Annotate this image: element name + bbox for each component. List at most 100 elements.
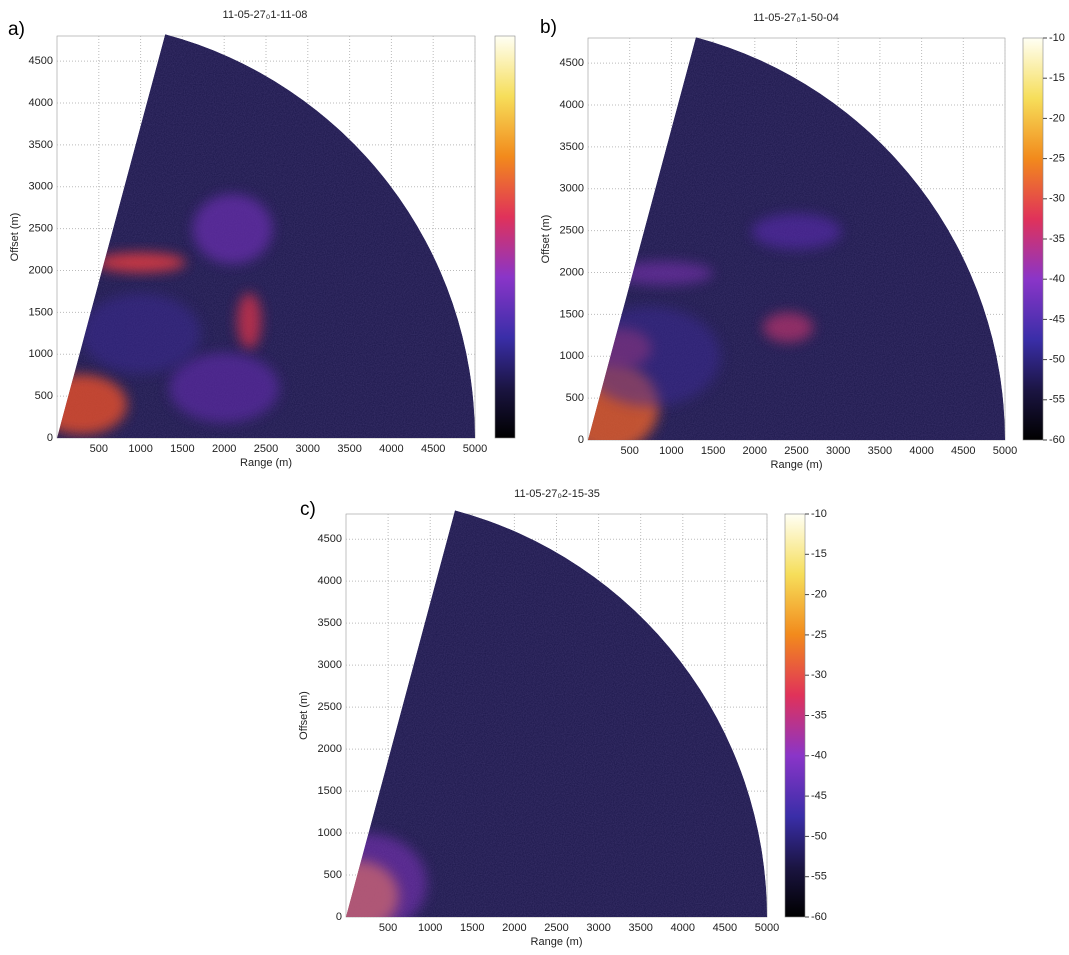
x-tick-label: 1000	[128, 443, 152, 455]
x-tick-label: 4500	[951, 445, 975, 457]
y-tick-label: 1500	[29, 306, 53, 318]
y-tick-label: 500	[566, 392, 584, 404]
echo	[346, 833, 428, 917]
colorbar-tick-label: -15	[811, 548, 827, 560]
colorbar-tick-label: -10	[811, 508, 827, 520]
y-tick-label: 2000	[29, 264, 53, 276]
y-tick-label: 2500	[318, 701, 342, 713]
y-tick-label: 2000	[560, 266, 584, 278]
x-tick-label: 3500	[868, 445, 892, 457]
x-axis-label: Range (m)	[771, 459, 823, 471]
x-tick-label: 1000	[659, 445, 683, 457]
colorbar-tick-label: -45	[1049, 313, 1065, 325]
colorbar-tick-label: -20	[1049, 112, 1065, 124]
x-tick-label: 5000	[463, 443, 487, 455]
y-tick-label: 4500	[560, 57, 584, 69]
y-tick-label: 500	[35, 390, 53, 402]
y-axis-label: Offset (m)	[298, 691, 310, 740]
colorbar-tick-label: -10	[1049, 32, 1065, 44]
colorbar	[494, 35, 516, 439]
x-tick-label: 1000	[418, 922, 442, 934]
y-tick-label: 3000	[560, 183, 584, 195]
echo	[192, 194, 273, 264]
y-tick-label: 0	[47, 432, 53, 444]
echo	[169, 352, 280, 423]
x-axis-label: Range (m)	[240, 457, 292, 469]
x-axis-label: Range (m)	[531, 936, 583, 948]
echo	[763, 312, 814, 343]
y-tick-label: 0	[336, 911, 342, 923]
colorbar-tick-label: -40	[811, 750, 827, 762]
colorbar-tick-label: -55	[1049, 394, 1065, 406]
panel-label: b)	[540, 17, 557, 38]
x-tick-label: 3000	[826, 445, 850, 457]
y-tick-label: 3500	[29, 139, 53, 151]
colorbar-tick-label: -30	[1049, 193, 1065, 205]
echo	[95, 252, 186, 273]
sector-noise	[346, 510, 767, 917]
y-tick-label: 2000	[318, 743, 342, 755]
x-tick-label: 1500	[460, 922, 484, 934]
chart-title: 11-05-27₀1-11-08	[223, 9, 308, 21]
y-tick-label: 1500	[560, 308, 584, 320]
x-tick-label: 3500	[337, 443, 361, 455]
y-tick-label: 3500	[560, 141, 584, 153]
x-tick-label: 4500	[713, 922, 737, 934]
colorbar	[784, 513, 806, 918]
x-tick-label: 4000	[909, 445, 933, 457]
x-tick-label: 3500	[628, 922, 652, 934]
x-tick-label: 2500	[254, 443, 278, 455]
y-tick-label: 1000	[560, 350, 584, 362]
colorbar-tick-label: -40	[1049, 273, 1065, 285]
y-tick-label: 3000	[318, 659, 342, 671]
y-tick-label: 2500	[560, 225, 584, 237]
x-tick-label: 1500	[701, 445, 725, 457]
echo	[57, 374, 128, 435]
colorbar-tick-label: -25	[811, 629, 827, 641]
chart-title: 11-05-27₀2-15-35	[514, 488, 600, 500]
y-tick-label: 1500	[318, 785, 342, 797]
colorbar-tick-label: -35	[811, 709, 827, 721]
colorbar-tick-label: -50	[811, 830, 827, 842]
y-axis-label: Offset (m)	[540, 215, 552, 264]
chart-title: 11-05-27₀1-50-04	[753, 12, 839, 24]
y-tick-label: 3000	[29, 181, 53, 193]
x-tick-label: 3000	[586, 922, 610, 934]
y-tick-label: 2500	[29, 223, 53, 235]
x-tick-label: 500	[90, 443, 108, 455]
x-tick-label: 5000	[755, 922, 779, 934]
panel-label: a)	[8, 19, 25, 40]
echo	[237, 292, 262, 349]
x-tick-label: 2500	[784, 445, 808, 457]
x-tick-label: 2000	[502, 922, 526, 934]
x-tick-label: 2000	[212, 443, 236, 455]
x-tick-label: 4500	[421, 443, 445, 455]
x-tick-label: 500	[379, 922, 397, 934]
echo	[80, 293, 201, 374]
colorbar-tick-label: -20	[811, 589, 827, 601]
x-tick-label: 3000	[296, 443, 320, 455]
x-tick-label: 1500	[170, 443, 194, 455]
colorbar-tick-label: -60	[1049, 434, 1065, 446]
colorbar	[1022, 37, 1044, 441]
radar-image	[588, 37, 1006, 441]
y-tick-label: 1000	[318, 827, 342, 839]
y-tick-label: 4000	[29, 97, 53, 109]
x-tick-label: 2500	[544, 922, 568, 934]
panel-label: c)	[300, 499, 316, 520]
echo	[751, 213, 842, 250]
y-tick-label: 4500	[29, 55, 53, 67]
y-axis-label: Offset (m)	[9, 213, 21, 262]
y-tick-label: 4000	[560, 99, 584, 111]
x-tick-label: 2000	[743, 445, 767, 457]
colorbar-tick-label: -55	[811, 871, 827, 883]
radar-image	[346, 510, 767, 917]
x-tick-label: 500	[621, 445, 639, 457]
x-tick-label: 4000	[379, 443, 403, 455]
sector-fade	[346, 510, 767, 917]
colorbar-tick-label: -35	[1049, 233, 1065, 245]
colorbar-tick-label: -60	[811, 911, 827, 923]
y-tick-label: 3500	[318, 617, 342, 629]
colorbar-tick-label: -30	[811, 669, 827, 681]
